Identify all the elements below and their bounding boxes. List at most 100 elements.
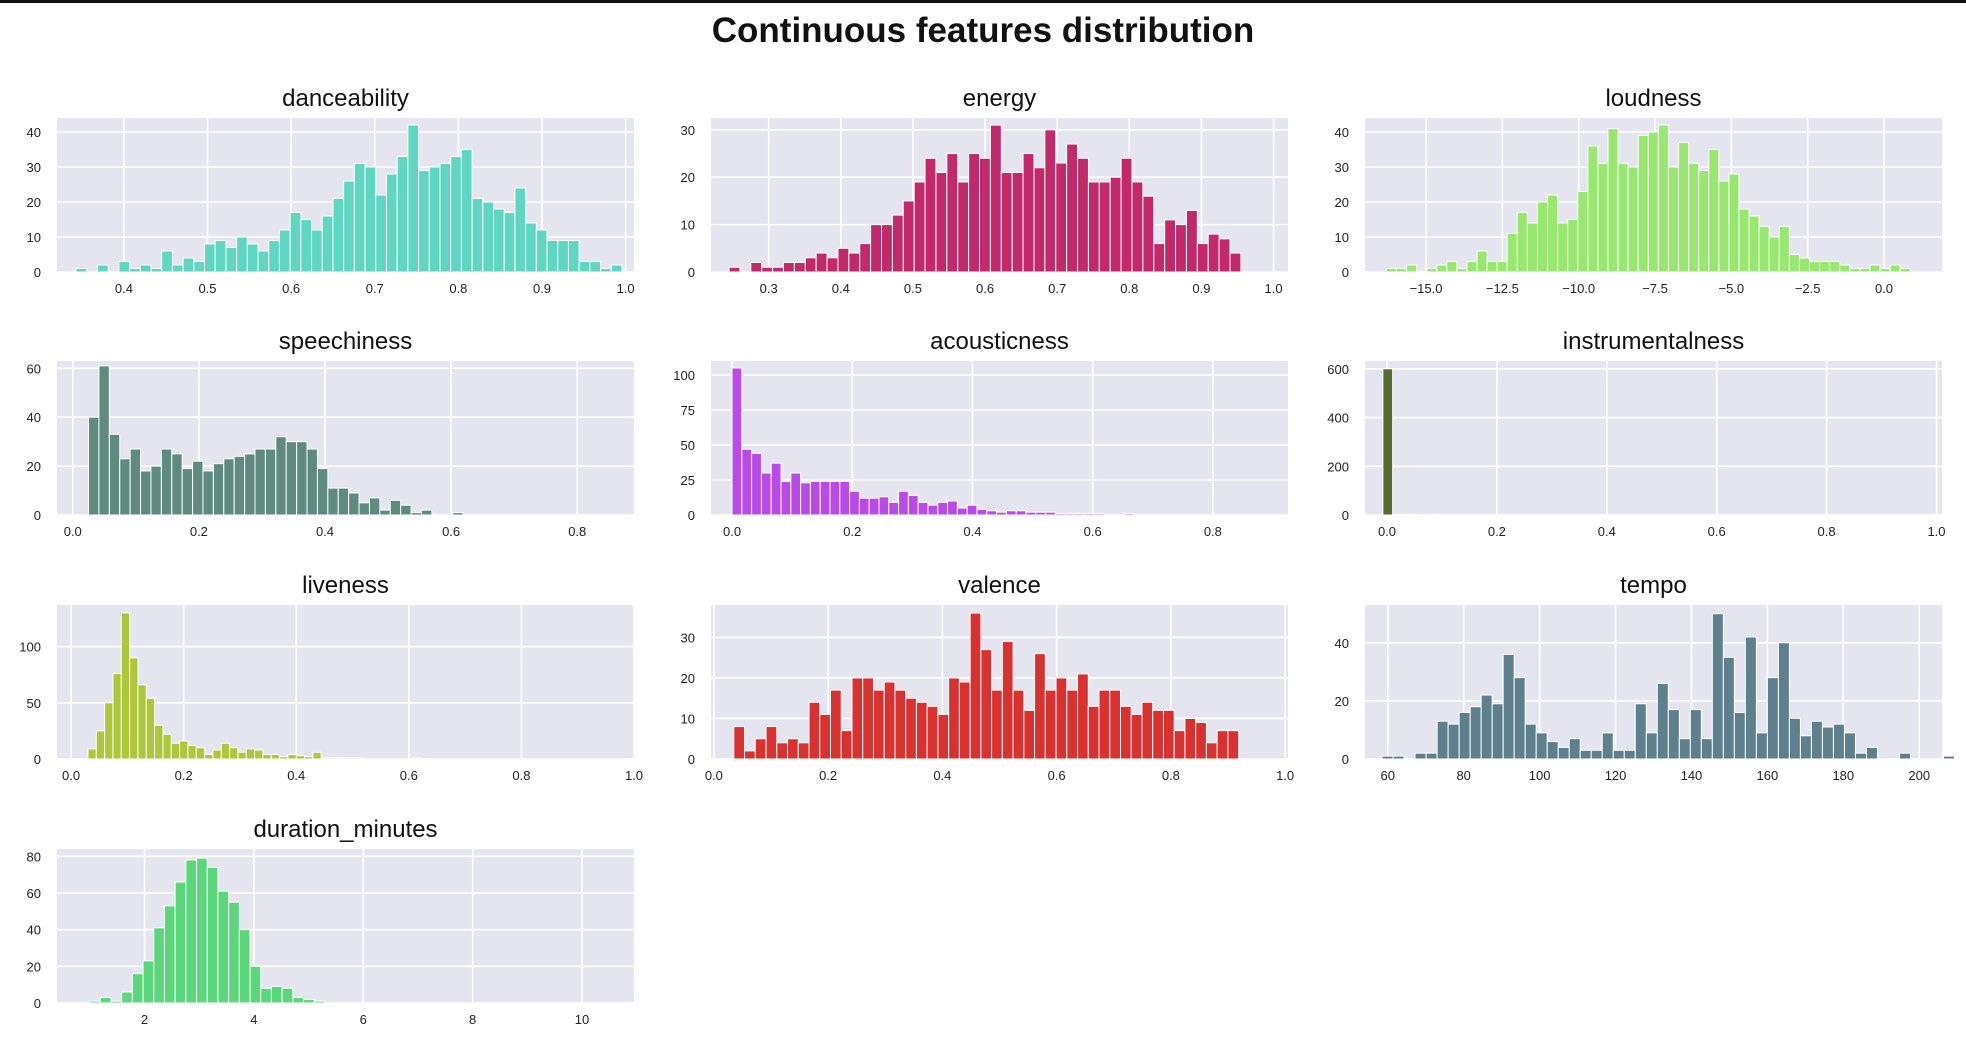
histogram-bar: [110, 1000, 123, 1004]
y-tick-label: 40: [27, 923, 41, 938]
histogram-bar: [991, 689, 1003, 760]
x-tick-label: 0.6: [442, 524, 460, 539]
x-tick-label: 0.4: [933, 768, 951, 783]
x-tick-label: 0.8: [568, 524, 586, 539]
y-tick-label: 20: [27, 195, 41, 210]
y-tick-label: 0: [1342, 508, 1349, 523]
x-tick-label: 0.4: [115, 281, 133, 296]
histogram-bar: [482, 201, 495, 273]
histogram-bar: [1513, 677, 1526, 760]
histogram-bar: [1637, 135, 1649, 273]
histogram-bar: [1218, 238, 1231, 273]
x-tick-label: 0.5: [904, 281, 922, 296]
histogram-bar: [1426, 268, 1438, 273]
histogram-bar: [87, 748, 97, 760]
x-tick-labels: 0.0 0.2 0.4 0.6 0.8 1.0: [1378, 524, 1946, 539]
histogram-bar: [1034, 653, 1046, 760]
bars: [89, 857, 326, 1004]
histogram-bar: [1382, 368, 1394, 516]
x-tick-label: 0.7: [1048, 281, 1066, 296]
x-tick-label: 0.2: [819, 768, 837, 783]
histogram-bar: [1109, 689, 1121, 760]
histogram-bar: [937, 713, 950, 760]
histogram-bar: [1195, 722, 1207, 760]
x-tick-labels: 2 4 6 8 10: [141, 1012, 589, 1027]
histogram-bar: [1025, 511, 1037, 516]
x-tick-label: 0.0: [64, 524, 82, 539]
histogram-bar: [108, 433, 121, 516]
y-tick-label: 10: [1335, 230, 1349, 245]
x-tick-label: 140: [1681, 768, 1703, 783]
y-tick-label: 75: [681, 403, 695, 418]
x-tick-label: 0.8: [512, 768, 530, 783]
histogram-bar: [1612, 749, 1625, 760]
histogram-bar: [320, 757, 331, 760]
histogram-bar: [1869, 264, 1881, 273]
histogram-bar: [1458, 712, 1471, 760]
x-tick-label: 0.4: [287, 768, 305, 783]
x-tick-label: 0.6: [400, 768, 418, 783]
x-tick-labels: 0.0 0.2 0.4 0.6 0.8: [723, 524, 1222, 539]
histogram-bar: [787, 738, 799, 760]
histogram-bar: [1678, 738, 1691, 760]
histogram-bar: [1777, 642, 1790, 760]
histogram-bar: [327, 487, 339, 516]
x-tick-label: 0.0: [1875, 281, 1893, 296]
histogram-bar: [1768, 236, 1780, 273]
histogram-bar: [233, 455, 246, 516]
histogram-bar: [238, 929, 251, 1004]
y-tick-label: 0: [1342, 265, 1349, 280]
histogram-bar: [170, 742, 181, 760]
histogram-bar: [420, 509, 433, 516]
histogram-bar: [1627, 166, 1639, 273]
histogram-bar: [1567, 219, 1579, 273]
histogram-bar: [754, 738, 767, 760]
histogram-bar: [797, 742, 810, 760]
y-tick-label: 25: [681, 473, 695, 488]
histogram-bar: [121, 991, 133, 1004]
histogram-bar: [1557, 222, 1569, 273]
y-tick-label: 0: [34, 265, 41, 280]
y-tick-label: 0: [34, 996, 41, 1011]
histogram-bar: [1590, 749, 1603, 760]
x-tick-label: 0.6: [976, 281, 994, 296]
x-tick-label: −2.5: [1795, 281, 1821, 296]
histogram-bar: [744, 750, 756, 760]
x-tick-labels: 0.4 0.5 0.6 0.7 0.8 0.9 1.0: [115, 281, 635, 296]
histogram-bar: [150, 268, 163, 273]
histogram-bar: [385, 173, 398, 273]
histogram-bar: [396, 156, 409, 273]
histogram-bar: [790, 472, 802, 516]
histogram-bar: [927, 504, 939, 516]
x-tick-labels: −15.0 −12.5 −10.0 −7.5 −5.0 −2.5 0.0: [1410, 281, 1893, 296]
histogram-bar: [1175, 224, 1187, 273]
histogram-bar: [589, 261, 602, 273]
histogram-bar: [1229, 252, 1242, 273]
histogram-bar: [503, 212, 516, 273]
histogram-bar: [204, 754, 214, 760]
histogram-bar: [321, 215, 334, 273]
histogram-bar: [1899, 268, 1911, 273]
histogram-bar: [195, 747, 206, 760]
y-tick-labels: 0 10 20 30: [681, 630, 695, 767]
histogram-bar: [1045, 511, 1056, 516]
histogram-bar: [1141, 701, 1154, 760]
histogram-bar: [1535, 732, 1548, 760]
histogram-bar: [1943, 755, 1956, 760]
x-tick-label: 0.8: [1120, 281, 1138, 296]
histogram-bar: [1184, 717, 1197, 760]
x-tick-label: 0.8: [1204, 524, 1222, 539]
histogram-bar: [1748, 215, 1760, 273]
panel-liveness: 0.0 0.2 0.4 0.6 0.8 1.0 0 50 100 liveness: [19, 572, 643, 783]
histogram-bar: [412, 757, 422, 760]
histogram-bar: [160, 448, 173, 516]
histogram-bar: [546, 240, 559, 273]
x-tick-labels: 60 80 100 120 140 160 180 200: [1381, 768, 1931, 783]
histogram-bar: [741, 448, 753, 516]
histogram-bar: [1577, 191, 1589, 273]
x-tick-label: 1.0: [617, 281, 635, 296]
histogram-bar: [848, 252, 861, 273]
y-tick-labels: 0 10 20 30 40: [27, 125, 41, 280]
histogram-bar: [1015, 510, 1027, 516]
